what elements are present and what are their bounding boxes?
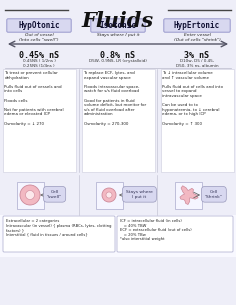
Text: ICF = intracellular fluid (in cells)
   = 40% TBW
ECF = extracellular fluid (out: ICF = intracellular fluid (in cells) = 4… [120, 219, 192, 241]
Text: To ↓ intracellular volume
and ↑ vascular volume

Pulls fluid out of cells and in: To ↓ intracellular volume and ↑ vascular… [163, 71, 223, 126]
FancyBboxPatch shape [3, 69, 76, 172]
Text: 0.45NS ( 1/2ns )
0.25NS (1/4ns ): 0.45NS ( 1/2ns ) 0.25NS (1/4ns ) [23, 59, 55, 68]
FancyBboxPatch shape [0, 215, 236, 257]
Text: Cell
"swell": Cell "swell" [47, 190, 62, 199]
Text: Fluids: Fluids [82, 11, 154, 31]
Circle shape [106, 192, 112, 198]
Text: HypErtonic: HypErtonic [174, 21, 220, 30]
Text: 0.45% nS: 0.45% nS [19, 51, 59, 60]
Text: Stays where
I put it: Stays where I put it [126, 190, 153, 199]
FancyBboxPatch shape [96, 181, 122, 209]
Text: Stays where I put it: Stays where I put it [97, 33, 139, 37]
FancyBboxPatch shape [174, 181, 202, 209]
Circle shape [102, 188, 116, 202]
Text: Out of vessel
(Into cells "swell"): Out of vessel (Into cells "swell") [19, 33, 59, 41]
FancyBboxPatch shape [164, 19, 230, 32]
FancyBboxPatch shape [81, 69, 155, 172]
Text: D5W, 0.9NS, LR (crystalloid): D5W, 0.9NS, LR (crystalloid) [89, 59, 147, 63]
FancyBboxPatch shape [3, 216, 115, 252]
FancyBboxPatch shape [91, 19, 145, 32]
Circle shape [20, 185, 40, 205]
Text: To treat or prevent cellular
dehydration

Pulls fluid out of vessels and
into ce: To treat or prevent cellular dehydration… [4, 71, 64, 126]
Text: Extracellular = 2 categories
Intravascular (in vessel) { plasma (RBCs, lytes, cl: Extracellular = 2 categories Intravascul… [6, 219, 111, 237]
Text: 3% nS: 3% nS [185, 51, 210, 60]
FancyBboxPatch shape [17, 181, 43, 209]
Text: Isotonic: Isotonic [100, 21, 136, 30]
Text: Enter vessel
(Out of cells "shrink"): Enter vessel (Out of cells "shrink") [173, 33, 220, 41]
Circle shape [25, 191, 34, 199]
FancyBboxPatch shape [160, 69, 233, 172]
Text: 0.8% nS: 0.8% nS [101, 51, 135, 60]
FancyBboxPatch shape [117, 216, 233, 252]
Polygon shape [180, 186, 198, 204]
FancyBboxPatch shape [7, 19, 71, 32]
Text: Cell
"Shrink": Cell "Shrink" [205, 190, 223, 199]
Text: To replace ECF, lytes, and
expand vascular space

Floods intravascular space,
wa: To replace ECF, lytes, and expand vascul… [84, 71, 146, 126]
FancyBboxPatch shape [0, 175, 236, 215]
Text: HypOtonic: HypOtonic [18, 21, 60, 30]
Text: D10w, D5 / 0.45,
D50, 3% ns, albumin: D10w, D5 / 0.45, D50, 3% ns, albumin [176, 59, 218, 68]
